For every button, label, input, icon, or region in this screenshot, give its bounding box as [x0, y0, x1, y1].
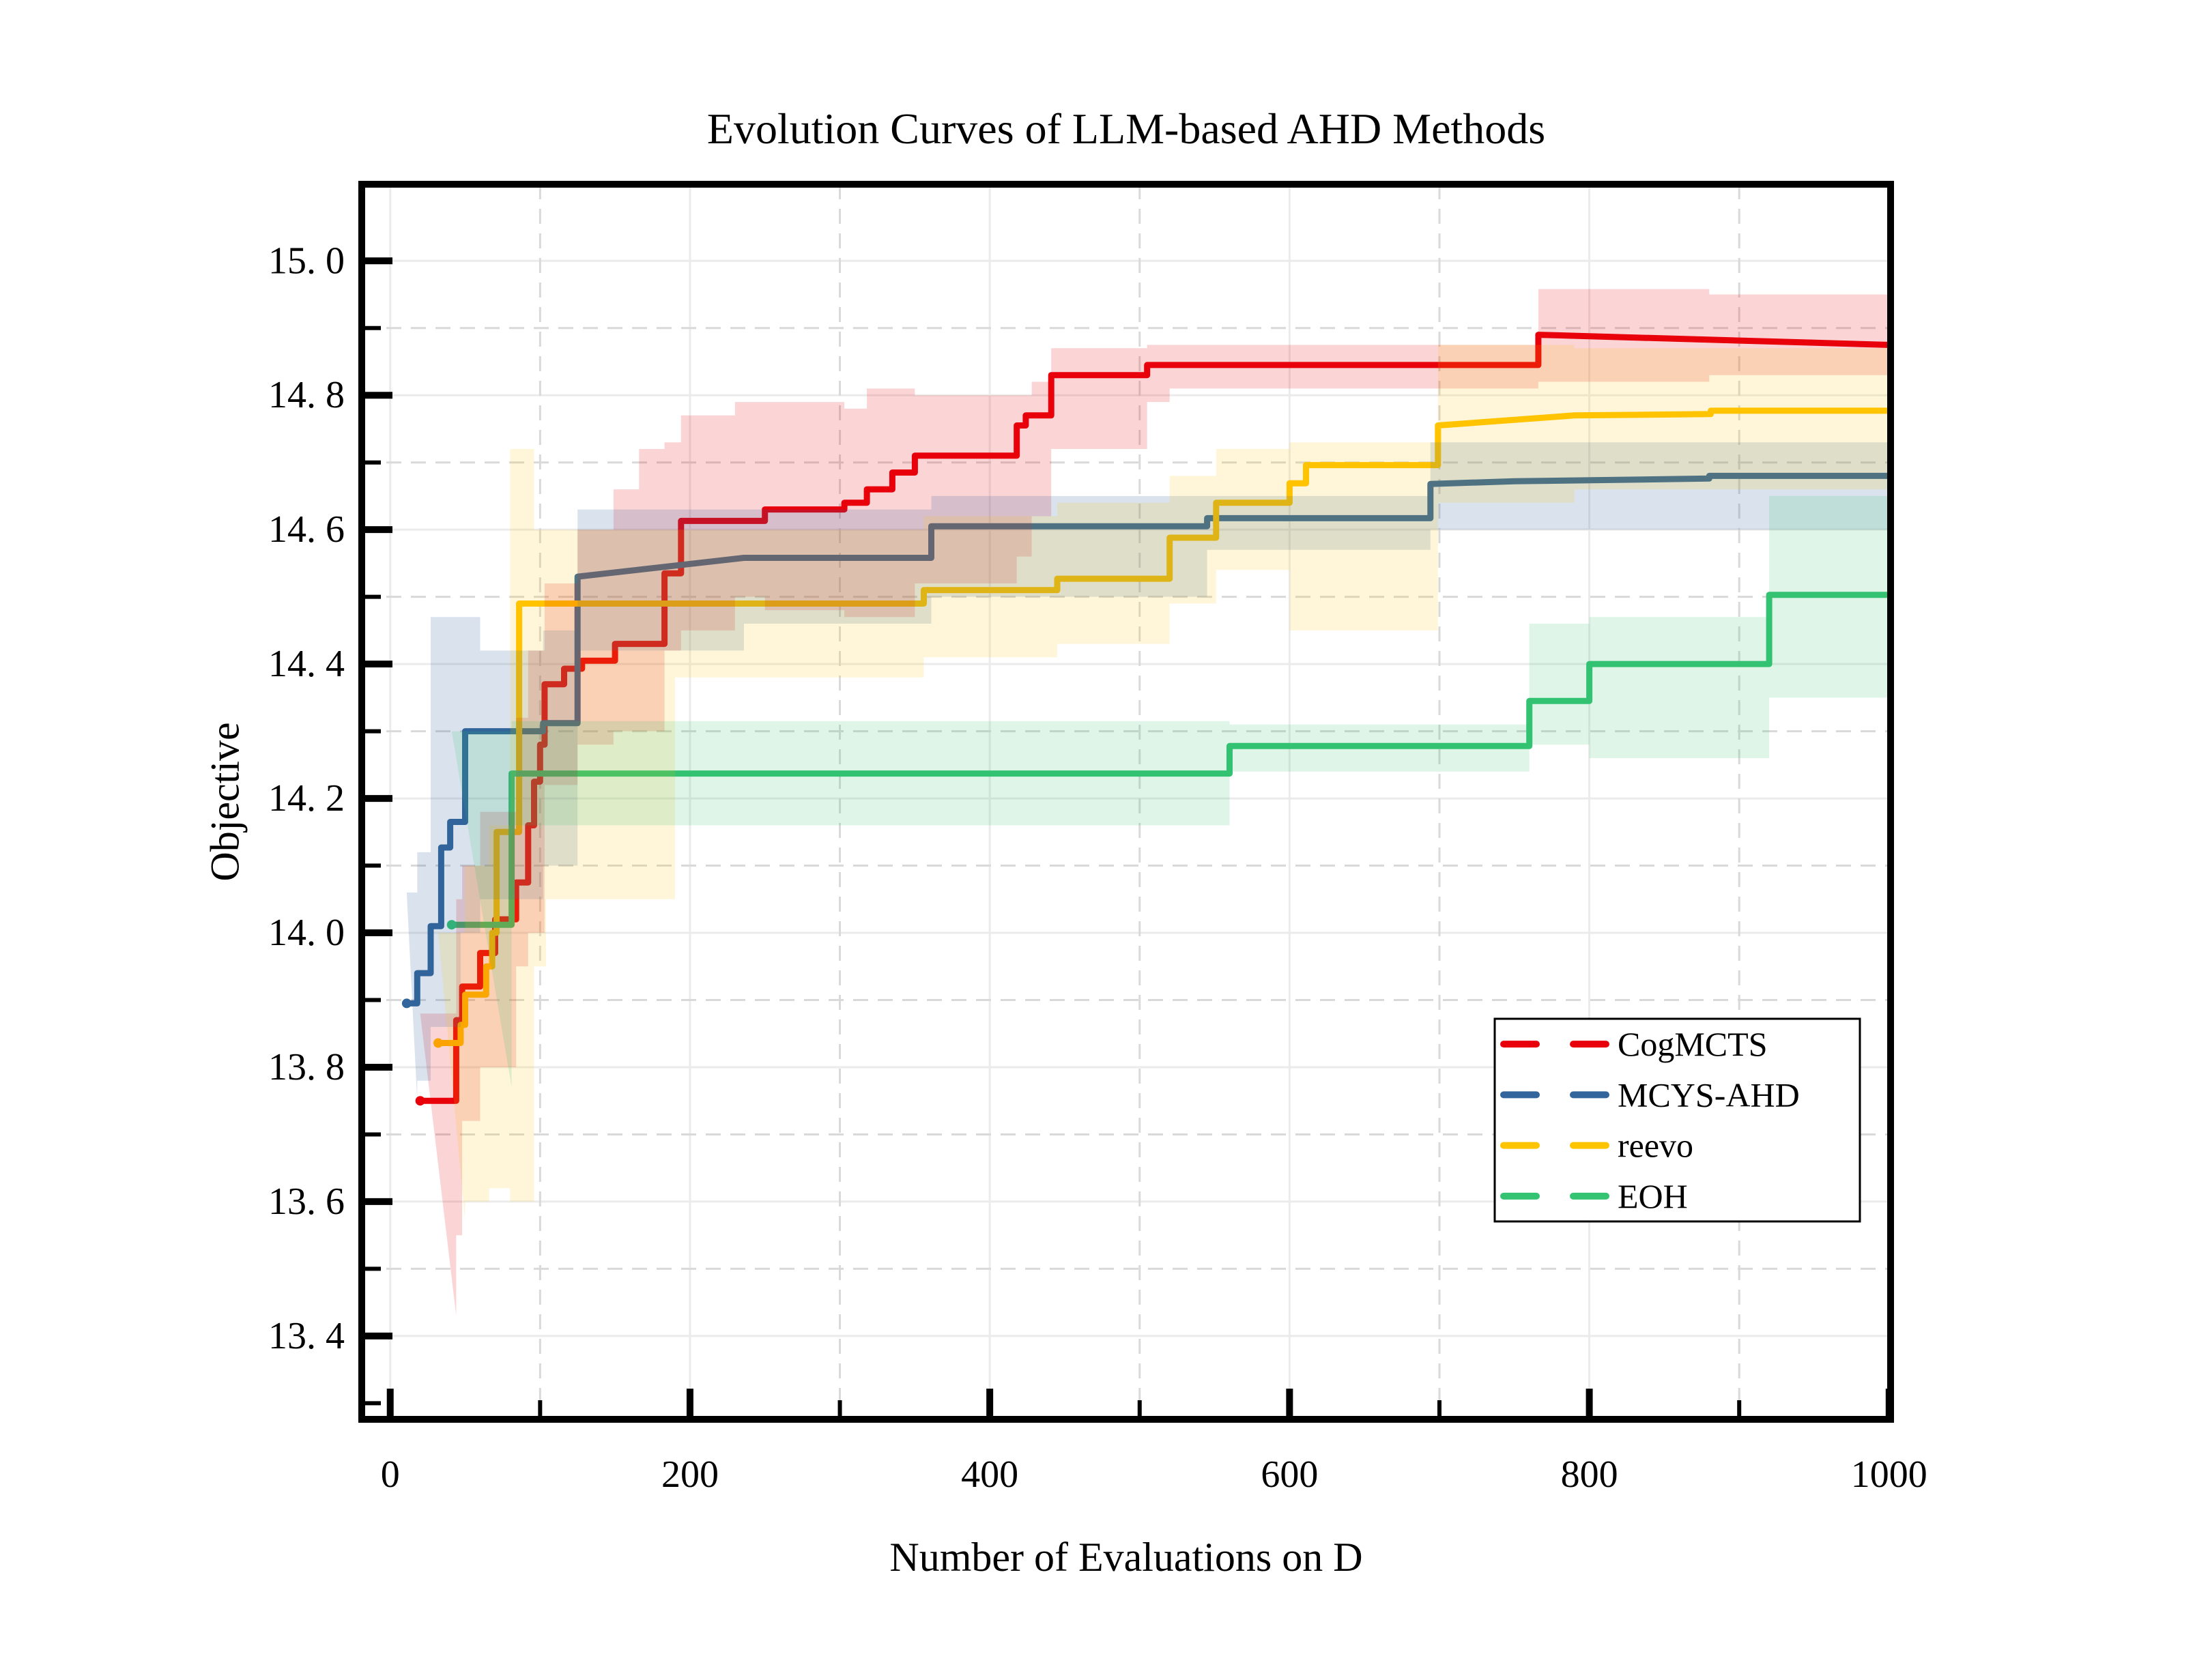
series-start-marker-EOH	[446, 920, 457, 930]
legend-dash	[1570, 1091, 1609, 1099]
x-tick-label: 1000	[1851, 1453, 1927, 1496]
x-axis-label: Number of Evaluations on D	[889, 1535, 1363, 1580]
series-band-CogMCTS	[420, 289, 1887, 1316]
legend-dash	[1500, 1041, 1540, 1048]
series-line-MCYS-AHD	[403, 472, 1887, 1006]
y-tick-label: 14. 6	[268, 508, 345, 551]
y-tick-label: 13. 4	[268, 1315, 345, 1357]
y-axis-label: Objective	[202, 722, 248, 882]
y-tick-label: 14. 4	[268, 643, 345, 685]
series-start-marker-MCYS-AHD	[401, 998, 412, 1009]
x-tick-label: 200	[661, 1453, 719, 1496]
y-tick-label: 14. 0	[268, 912, 345, 954]
y-tick-label: 13. 8	[268, 1046, 345, 1088]
y-tick-label: 15. 0	[268, 240, 345, 282]
series-line-EOH	[448, 592, 1887, 928]
series-start-marker-CogMCTS	[415, 1096, 425, 1106]
legend-label-MCYS-AHD: MCYS-AHD	[1618, 1075, 1800, 1114]
legend-dash	[1500, 1192, 1540, 1200]
series-band-EOH	[451, 495, 1887, 1088]
y-tick-label: 13. 6	[268, 1181, 345, 1223]
legend-dash	[1570, 1041, 1609, 1048]
series-band-MCYS-AHD	[406, 442, 1887, 1101]
x-tick-label: 0	[381, 1453, 400, 1496]
legend-dash	[1500, 1142, 1540, 1149]
plot-frame	[358, 181, 1894, 1423]
legend-dash	[1570, 1142, 1609, 1149]
legend-label-CogMCTS: CogMCTS	[1618, 1025, 1768, 1063]
legend-label-reevo: reevo	[1618, 1127, 1693, 1165]
y-tick-label: 14. 8	[268, 374, 345, 416]
series-start-marker-reevo	[433, 1038, 443, 1048]
legend-dash	[1500, 1091, 1540, 1099]
x-tick-label: 400	[961, 1453, 1018, 1496]
legend-box	[1493, 1017, 1861, 1223]
chart-title: Evolution Curves of LLM-based AHD Method…	[706, 104, 1546, 153]
series-band-reevo	[438, 345, 1887, 1222]
x-tick-label: 600	[1261, 1453, 1318, 1496]
y-tick-label: 14. 2	[268, 777, 345, 820]
x-tick-label: 800	[1561, 1453, 1618, 1496]
legend-label-EOH: EOH	[1618, 1177, 1688, 1215]
legend-dash	[1570, 1192, 1609, 1200]
series-line-reevo	[435, 407, 1887, 1046]
